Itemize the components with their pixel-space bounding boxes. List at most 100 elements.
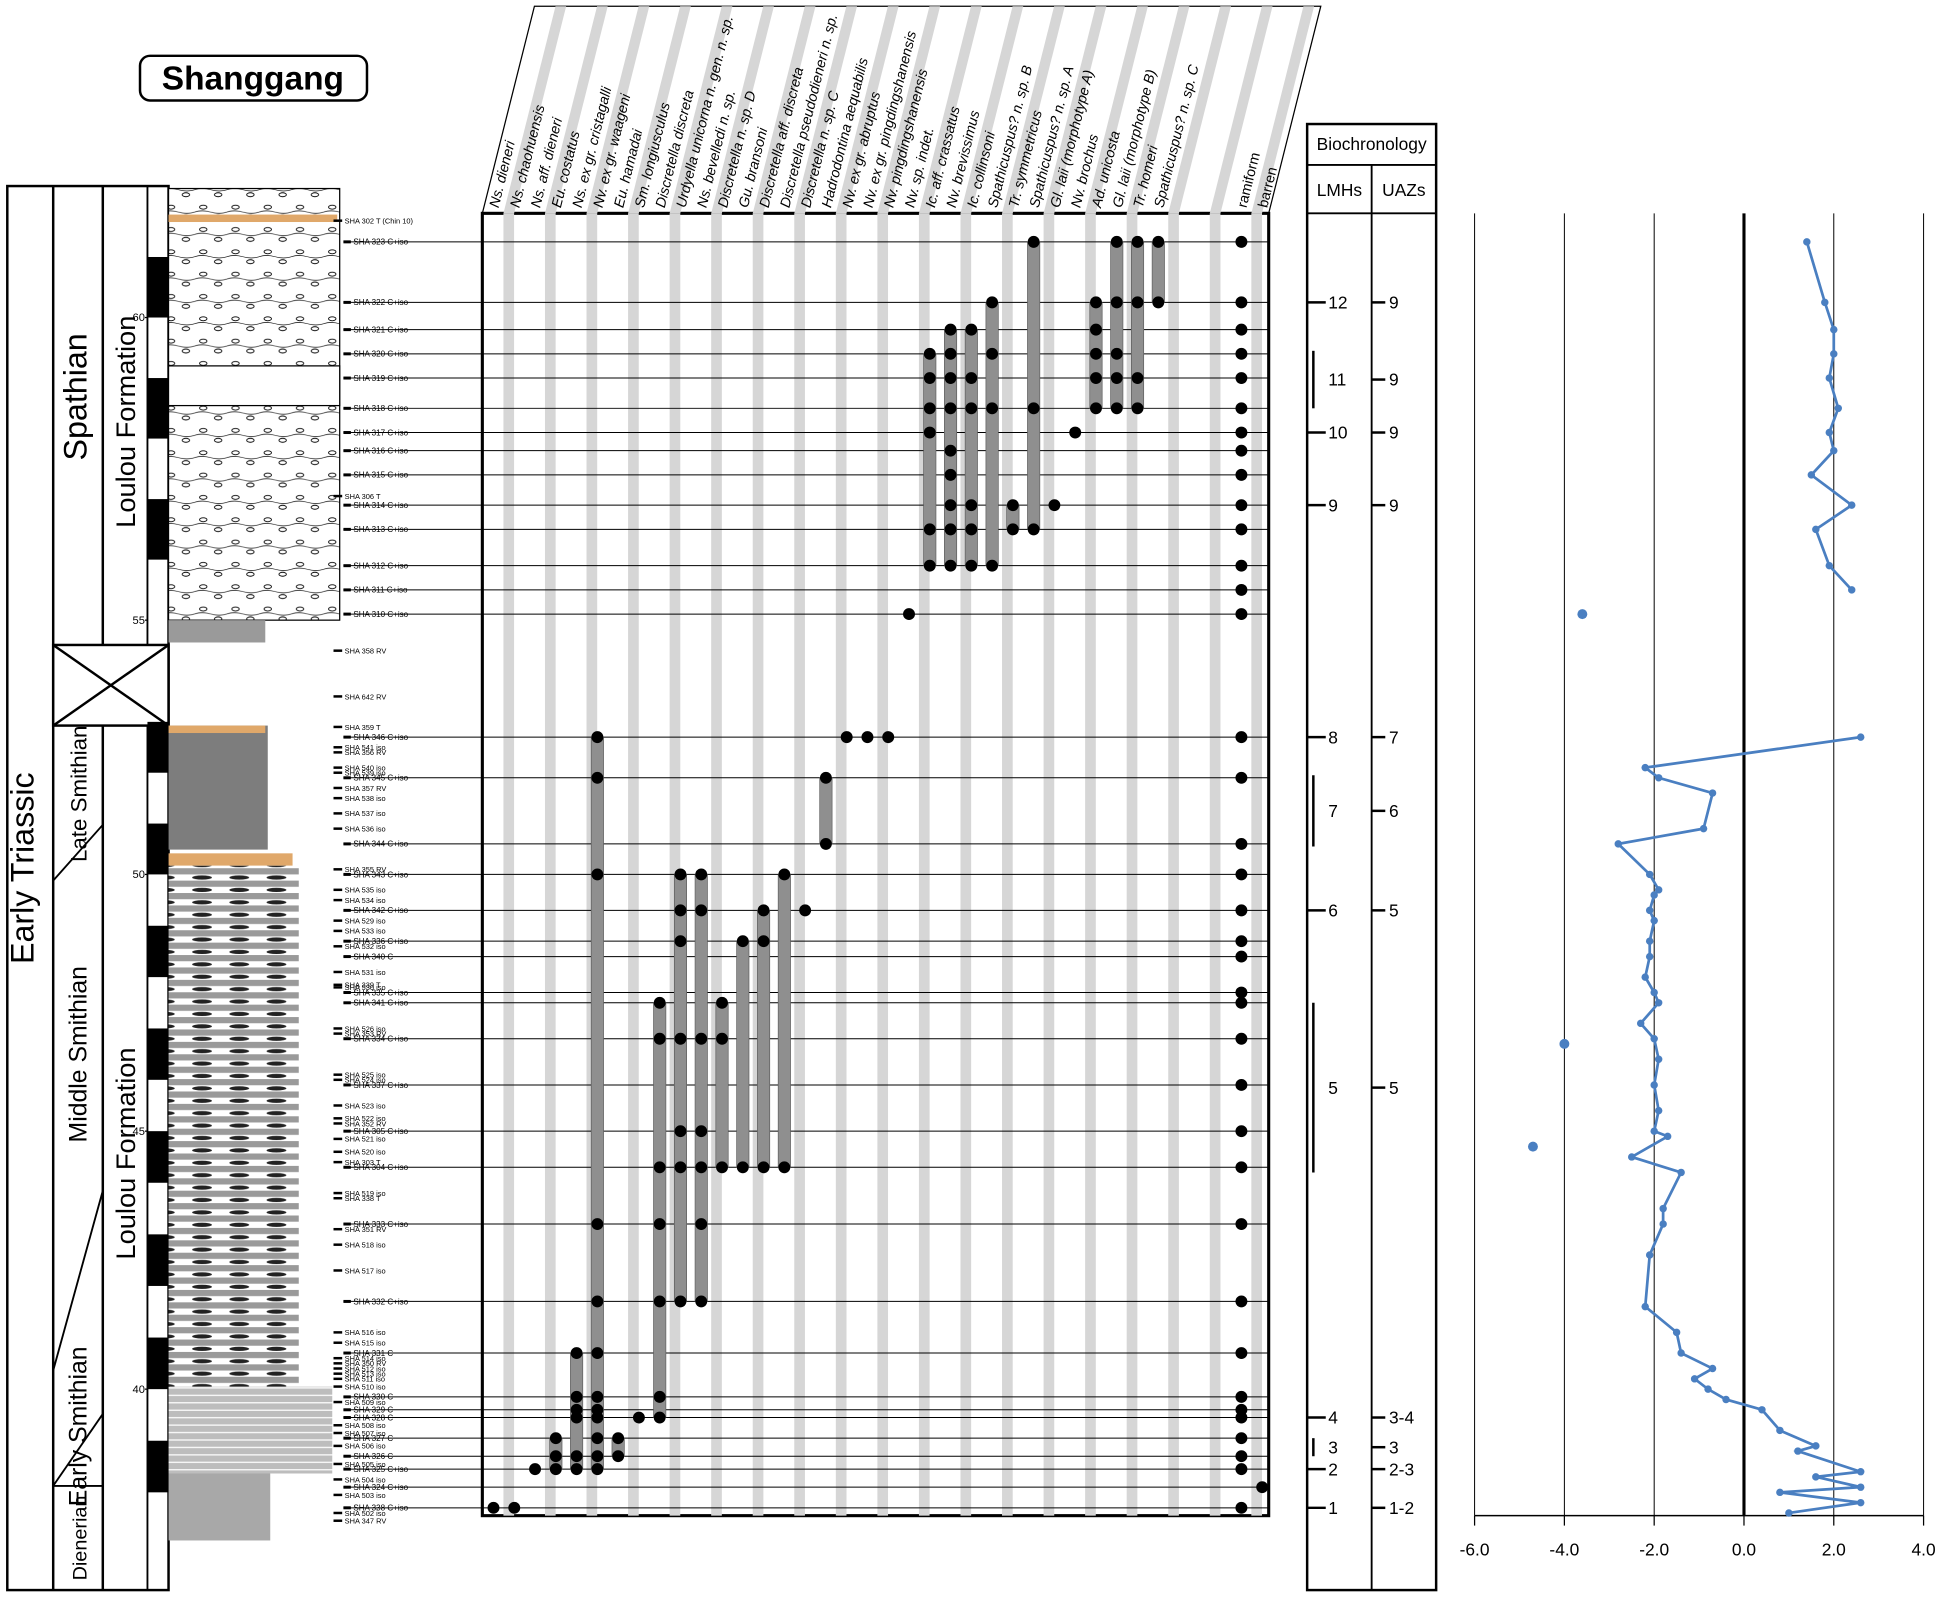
header-stripe [918,6,982,214]
isotope-point [1654,1106,1663,1115]
meter-bar [147,499,169,560]
occurrence [1131,402,1144,415]
occurrence [674,1295,687,1308]
sample-tick [343,1485,351,1489]
sample-tick [343,1299,351,1303]
range-bar [757,910,771,1168]
sample-tick [333,1104,343,1107]
occurrence [591,1390,604,1403]
uaz-label: 5 [1389,901,1399,921]
occurrence [923,347,936,360]
occurrence [965,402,978,415]
sample-label: SHA 504 iso [345,1475,386,1484]
sample-label: SHA 330 C [353,1393,393,1402]
column-stripe [877,213,889,1516]
sample-tick [333,1078,343,1082]
sample-tick [333,1478,343,1481]
sample-tick [343,1001,351,1005]
sample-tick [333,868,343,871]
occurrence [778,868,791,881]
sample-tick [343,842,351,846]
range-bar [694,874,708,1302]
occurrence [1131,235,1144,248]
header-stripe [1126,6,1190,214]
sample-tick [343,503,351,507]
occurrence [591,771,604,784]
occurrence [1235,986,1248,999]
occurrence [944,468,957,481]
column-stripe [1168,213,1179,1516]
occurrence [923,523,936,536]
isotope-point [1704,1385,1712,1393]
uaz-label: 1-2 [1389,1498,1414,1518]
isotope-point [1577,609,1588,620]
depth-label: 60 [133,312,145,324]
occurrence [736,935,749,948]
occurrence [570,1463,583,1476]
samples: SHA 323 C+iso SHA 322 C+iso SHA 321 C+iso S… [333,217,1269,1526]
occurrence [944,499,957,512]
depth-label: 50 [133,869,145,881]
sample-tick [333,766,343,769]
stratigraphic-column [6,184,341,1592]
occurrence [1090,323,1102,336]
isotope-point [1785,1509,1793,1517]
sample-tick [343,376,351,380]
sample-tick [343,588,351,592]
sample-label: SHA 341 C+iso [353,999,408,1008]
sample-tick [343,1222,351,1226]
meter-bar [147,1028,169,1080]
lithology-lower [168,865,299,1387]
isotope-point [1614,840,1622,848]
sample-tick [333,1385,343,1388]
occurrence [1235,444,1248,457]
isotope-point [1856,1498,1865,1507]
x-tick-label: 2.0 [1822,1539,1846,1559]
sample-tick [333,1137,343,1141]
sample-label: SHA 523 iso [345,1101,386,1110]
occurrence [716,996,728,1009]
isotope-point [1641,1302,1649,1311]
sample-label: SHA 518 iso [345,1241,386,1250]
sample-tick [343,1165,351,1169]
sample-label: SHA 507 iso [345,1429,386,1438]
occurrence [1048,499,1061,512]
column-stripe [503,213,515,1516]
occurrence [1090,296,1102,309]
sample-tick [333,1431,343,1435]
occurrence [1235,950,1248,963]
occurrence [591,1218,604,1230]
isotope-point [1645,906,1654,915]
range-bar [985,302,999,566]
sample-label: SHA 342 C+iso [353,906,408,915]
sample-label: SHA 317 C+iso [353,428,408,437]
isotope-point [1794,1447,1802,1455]
stage-boundary [52,824,104,882]
column-stripe [1209,213,1221,1516]
sample-tick [333,1444,343,1448]
sample-label: SHA 311 C+iso [353,586,408,595]
gap-cross [52,643,170,727]
occurrence [570,1390,583,1403]
occurrence [1131,372,1144,384]
header-stripe [960,6,1024,214]
occurrence [965,323,978,336]
occurrence [529,1463,542,1476]
isotope-point [1641,763,1649,772]
sample-label: SHA 324 C+iso [353,1483,408,1492]
header-stripe [544,6,608,214]
occurrence [1235,731,1248,744]
sample-label: SHA 338 T [345,1194,381,1203]
uaz-label: 3 [1389,1437,1399,1457]
sample-tick [333,1191,343,1195]
range-bar [715,1002,729,1168]
isotope-point [1825,374,1834,382]
column-stripe [835,213,847,1516]
uaz-label: 9 [1389,293,1399,313]
occurrence [1235,499,1248,512]
range-bar [736,940,750,1168]
occurrence [986,347,999,360]
meter-bar [147,721,169,773]
sample-label: SHA 321 C+iso [353,325,408,334]
meter-bar [147,1131,169,1183]
